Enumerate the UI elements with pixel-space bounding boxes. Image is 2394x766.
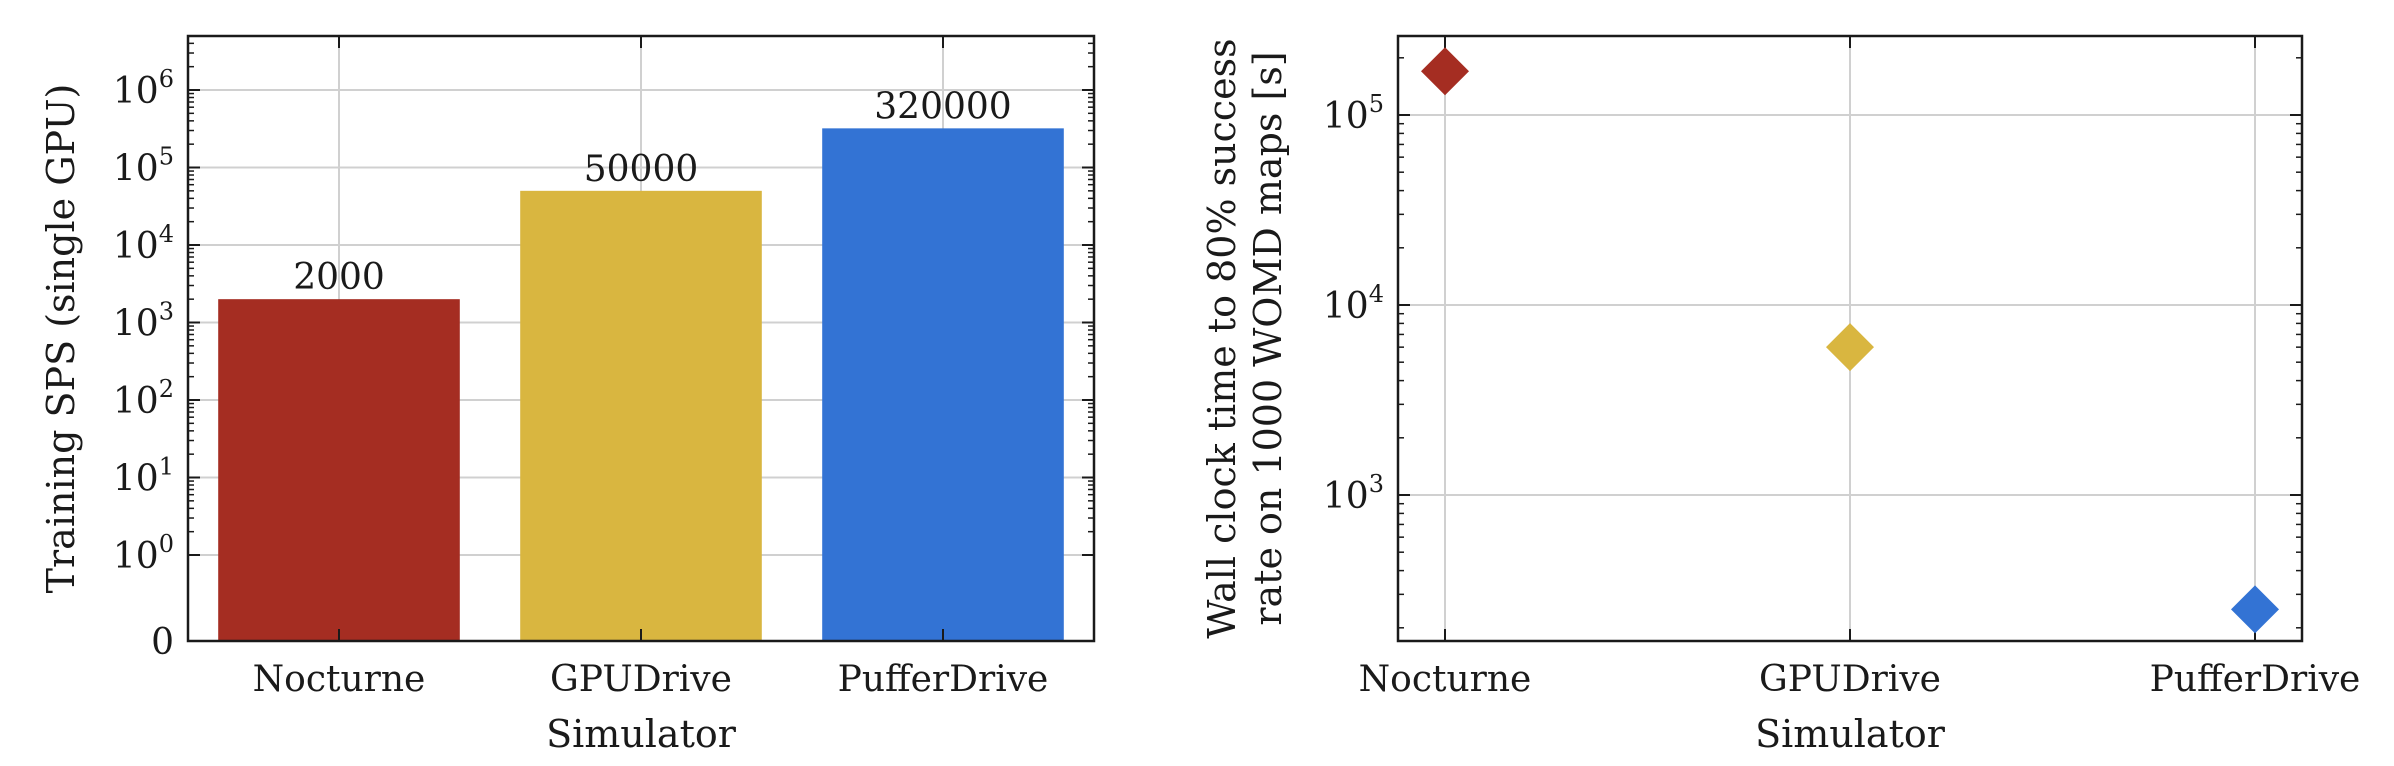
y-tick-label: 100 (113, 530, 174, 577)
bar-nocturne (218, 299, 460, 641)
y-tick-label: 103 (113, 298, 174, 345)
y-tick-label: 106 (113, 65, 174, 112)
bar-value-label: 320000 (874, 86, 1011, 127)
y-axis-title: Training SPS (single GPU) (39, 84, 83, 594)
y-axis-title: Wall clock time to 80% successrate on 10… (1200, 38, 1290, 638)
y-tick-label: 105 (113, 143, 174, 190)
y-tick-label: 103 (1323, 470, 1384, 517)
x-tick-label: GPUDrive (1759, 659, 1941, 700)
bar-pufferdrive (822, 128, 1064, 641)
bar-value-label: 2000 (293, 257, 385, 298)
y-axis-title-line: rate on 1000 WOMD maps [s] (1246, 51, 1290, 625)
x-tick-label: PufferDrive (2150, 659, 2361, 700)
x-tick-label: Nocturne (253, 659, 426, 700)
bar-gpudrive (520, 190, 762, 641)
marker-nocturne (1421, 47, 1469, 96)
marker-pufferdrive (2231, 585, 2279, 634)
x-tick-label: Nocturne (1359, 659, 1532, 700)
x-tick-label: GPUDrive (550, 659, 732, 700)
x-axis-title: Simulator (1755, 712, 1946, 756)
y-tick-label: 0 (151, 622, 174, 663)
x-axis-title: Simulator (546, 712, 737, 756)
scatter-chart-wall-clock-time: 103 104 105 Nocturne GPUDrive PufferDrive Simu… (1200, 34, 2361, 756)
y-tick-label: 104 (113, 220, 174, 267)
y-axis-title-line: Wall clock time to 80% success (1200, 38, 1244, 638)
bar-value-label: 50000 (584, 149, 699, 190)
bar-chart-training-sps: 2000 50000 320000 0 100 101 102 103 104 105 106 Noc… (39, 34, 1096, 756)
y-tick-label: 104 (1323, 280, 1384, 327)
y-tick-label: 101 (113, 453, 174, 500)
y-tick-label: 105 (1323, 90, 1384, 137)
y-tick-label: 102 (113, 375, 174, 422)
marker-gpudrive (1826, 323, 1874, 372)
x-tick-label: PufferDrive (838, 659, 1049, 700)
